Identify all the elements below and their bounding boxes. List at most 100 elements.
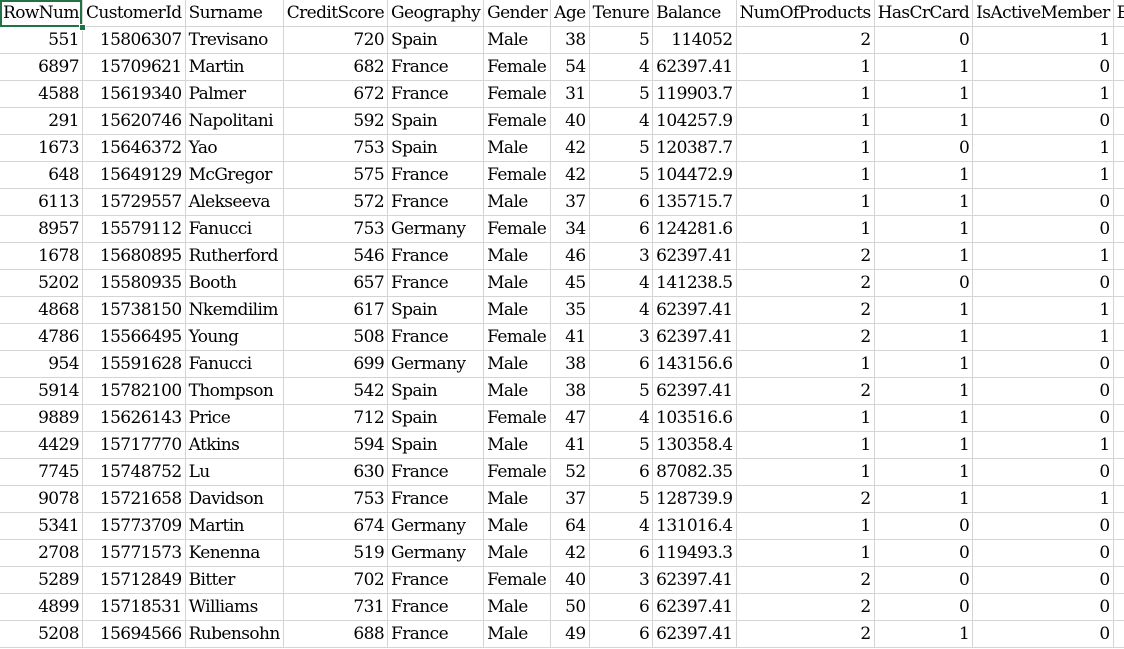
table-cell[interactable]: 114052 xyxy=(652,26,737,54)
table-cell[interactable]: Spain xyxy=(387,377,485,405)
table-cell[interactable]: 1 xyxy=(736,53,875,81)
table-cell[interactable]: Germany xyxy=(387,215,485,243)
table-cell[interactable]: 5 xyxy=(589,161,654,189)
table-cell[interactable]: 132033.8 xyxy=(1113,512,1124,540)
table-cell[interactable]: 4 xyxy=(589,404,654,432)
header-cell[interactable]: NumOfProducts xyxy=(736,0,875,27)
table-cell[interactable]: 753 xyxy=(283,134,389,162)
table-cell[interactable]: 3 xyxy=(589,566,654,594)
table-cell[interactable]: France xyxy=(387,566,485,594)
table-cell[interactable]: 519 xyxy=(283,539,389,567)
table-cell[interactable]: McGregor xyxy=(185,161,284,189)
table-cell[interactable]: 134048.9 xyxy=(1113,323,1124,351)
table-cell[interactable]: 5 xyxy=(589,80,654,108)
table-cell[interactable]: Martin xyxy=(185,512,284,540)
table-cell[interactable]: Female xyxy=(483,458,552,486)
table-cell[interactable]: Spain xyxy=(387,134,485,162)
table-cell[interactable]: 1 xyxy=(874,215,974,243)
table-cell[interactable]: 0 xyxy=(972,593,1114,621)
table-cell[interactable]: Spain xyxy=(387,26,485,54)
table-cell[interactable]: 4588 xyxy=(0,80,83,108)
table-cell[interactable]: 4 xyxy=(589,296,654,324)
table-cell[interactable]: 71641.38 xyxy=(1113,161,1124,189)
table-cell[interactable]: 15718531 xyxy=(82,593,186,621)
table-cell[interactable]: 4 xyxy=(589,512,654,540)
table-cell[interactable]: 35 xyxy=(550,296,590,324)
table-cell[interactable]: France xyxy=(387,458,485,486)
table-cell[interactable]: 15646372 xyxy=(82,134,186,162)
table-cell[interactable]: 79809.09 xyxy=(1113,242,1124,270)
table-cell[interactable]: 1 xyxy=(874,404,974,432)
table-cell[interactable]: 0 xyxy=(874,26,974,54)
table-cell[interactable]: 720 xyxy=(283,26,389,54)
table-cell[interactable]: France xyxy=(387,188,485,216)
table-cell[interactable]: 15579112 xyxy=(82,215,186,243)
table-cell[interactable]: 0 xyxy=(972,512,1114,540)
table-cell[interactable]: 0 xyxy=(972,269,1114,297)
table-cell[interactable]: Male xyxy=(483,26,552,54)
table-cell[interactable]: Male xyxy=(483,431,552,459)
header-cell[interactable]: Tenure xyxy=(589,0,654,27)
table-cell[interactable]: 104472.9 xyxy=(652,161,737,189)
table-cell[interactable]: 592 xyxy=(283,107,389,135)
table-cell[interactable]: 1 xyxy=(736,215,875,243)
table-cell[interactable]: 15620746 xyxy=(82,107,186,135)
table-cell[interactable]: 1 xyxy=(736,80,875,108)
table-cell[interactable]: 109357.4 xyxy=(1113,431,1124,459)
table-cell[interactable]: 54 xyxy=(550,53,590,81)
table-cell[interactable]: 1 xyxy=(972,80,1114,108)
table-cell[interactable]: 2 xyxy=(736,296,875,324)
table-cell[interactable]: Male xyxy=(483,539,552,567)
table-cell[interactable]: 130358.4 xyxy=(652,431,737,459)
table-cell[interactable]: 5 xyxy=(589,431,654,459)
table-cell[interactable]: 42 xyxy=(550,539,590,567)
table-cell[interactable]: Yao xyxy=(185,134,284,162)
table-cell[interactable]: 7745 xyxy=(0,458,83,486)
table-cell[interactable]: 1 xyxy=(874,323,974,351)
table-cell[interactable]: 1 xyxy=(972,296,1114,324)
table-cell[interactable]: Male xyxy=(483,512,552,540)
table-cell[interactable]: 1 xyxy=(736,134,875,162)
table-cell[interactable]: 712 xyxy=(283,404,389,432)
table-cell[interactable]: Spain xyxy=(387,107,485,135)
table-cell[interactable]: 0 xyxy=(972,539,1114,567)
table-cell[interactable]: Price xyxy=(185,404,284,432)
table-cell[interactable]: 104257.9 xyxy=(652,107,737,135)
table-cell[interactable]: Spain xyxy=(387,296,485,324)
header-cell[interactable]: Geography xyxy=(387,0,485,27)
table-cell[interactable]: 702 xyxy=(283,566,389,594)
table-cell[interactable]: 127281.7 xyxy=(1113,404,1124,432)
table-cell[interactable]: 0 xyxy=(972,215,1114,243)
table-cell[interactable]: 2708 xyxy=(0,539,83,567)
table-cell[interactable]: 15806307 xyxy=(82,26,186,54)
table-cell[interactable]: 731 xyxy=(283,593,389,621)
table-cell[interactable]: Fanucci xyxy=(185,215,284,243)
table-cell[interactable]: 1 xyxy=(736,458,875,486)
table-cell[interactable]: 15649129 xyxy=(82,161,186,189)
table-cell[interactable]: 15771573 xyxy=(82,539,186,567)
table-cell[interactable]: 62397.41 xyxy=(652,377,737,405)
table-cell[interactable]: 1 xyxy=(736,107,875,135)
table-cell[interactable]: Male xyxy=(483,593,552,621)
table-cell[interactable]: Napolitani xyxy=(185,107,284,135)
table-cell[interactable]: 672 xyxy=(283,80,389,108)
table-cell[interactable]: 45 xyxy=(550,269,590,297)
table-cell[interactable]: 107577.3 xyxy=(1113,26,1124,54)
table-cell[interactable]: Germany xyxy=(387,539,485,567)
table-cell[interactable]: Fanucci xyxy=(185,350,284,378)
table-cell[interactable]: Female xyxy=(483,80,552,108)
table-cell[interactable]: 1 xyxy=(972,134,1114,162)
table-cell[interactable]: 1 xyxy=(874,296,974,324)
table-cell[interactable]: France xyxy=(387,269,485,297)
table-cell[interactable]: 1 xyxy=(874,188,974,216)
table-cell[interactable]: 4868 xyxy=(0,296,83,324)
table-cell[interactable]: 3 xyxy=(589,323,654,351)
table-cell[interactable]: Female xyxy=(483,53,552,81)
table-cell[interactable]: 1 xyxy=(874,80,974,108)
table-cell[interactable]: 6897 xyxy=(0,53,83,81)
table-cell[interactable]: 15773709 xyxy=(82,512,186,540)
table-cell[interactable]: Trevisano xyxy=(185,26,284,54)
table-cell[interactable]: 551 xyxy=(0,26,83,54)
table-cell[interactable]: 124566.5 xyxy=(1113,593,1124,621)
table-cell[interactable]: 31 xyxy=(550,80,590,108)
